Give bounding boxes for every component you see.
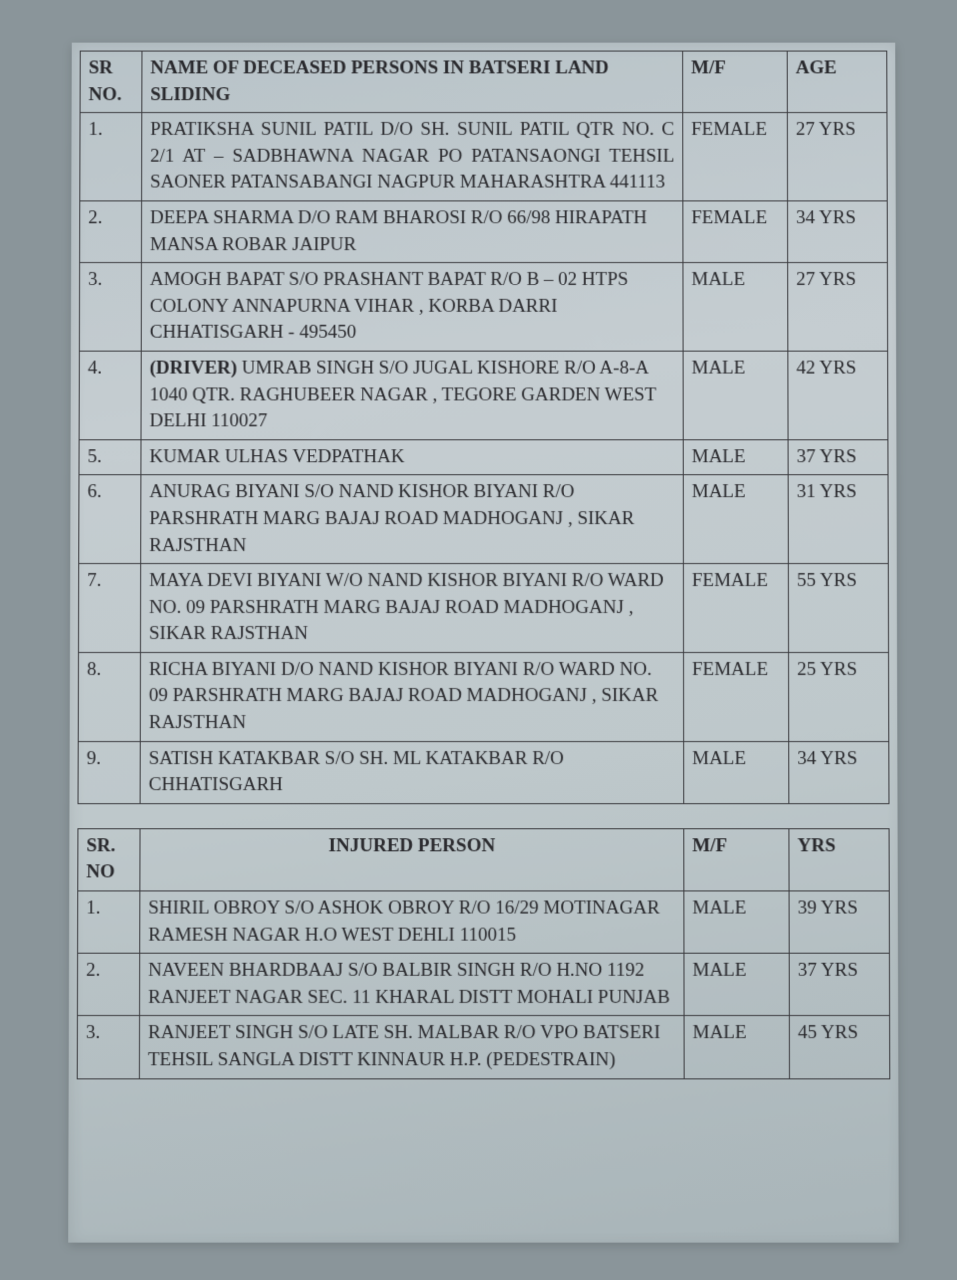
cell-sr: 1. bbox=[80, 113, 142, 201]
cell-sr: 8. bbox=[78, 652, 140, 741]
table-header-row: SR NO. NAME OF DECEASED PERSONS IN BATSE… bbox=[80, 51, 887, 113]
cell-mf: MALE bbox=[684, 1016, 789, 1079]
cell-sr: 7. bbox=[78, 564, 140, 653]
cell-mf: MALE bbox=[683, 440, 788, 475]
table-row: 3. RANJEET SINGH S/O LATE SH. MALBAR R/O… bbox=[77, 1016, 890, 1079]
cell-name: AMOGH BAPAT S/O PRASHANT BAPAT R/O B – 0… bbox=[141, 263, 683, 351]
cell-sr: 3. bbox=[79, 263, 141, 351]
cell-name: SATISH KATAKBAR S/O SH. ML KATAKBAR R/O … bbox=[140, 741, 684, 803]
cell-age: 37 YRS bbox=[789, 953, 889, 1015]
table-row: 1. SHIRIL OBROY S/O ASHOK OBROY R/O 16/2… bbox=[78, 891, 890, 953]
cell-name: PRATIKSHA SUNIL PATIL D/O SH. SUNIL PATI… bbox=[142, 113, 683, 201]
cell-mf: FEMALE bbox=[683, 113, 788, 201]
cell-name: KUMAR ULHAS VEDPATHAK bbox=[141, 440, 683, 475]
header-name: NAME OF DECEASED PERSONS IN BATSERI LAND… bbox=[142, 51, 683, 113]
cell-name: ANURAG BIYANI S/O NAND KISHOR BIYANI R/O… bbox=[141, 475, 684, 564]
header-age: AGE bbox=[787, 51, 887, 113]
header-sr: SR NO. bbox=[80, 51, 142, 113]
cell-name: NAVEEN BHARDBAAJ S/O BALBIR SINGH R/O H.… bbox=[140, 953, 684, 1015]
cell-name: (DRIVER) UMRAB SINGH S/O JUGAL KISHORE R… bbox=[141, 351, 683, 439]
cell-mf: FEMALE bbox=[684, 652, 789, 741]
table-row: 9. SATISH KATAKBAR S/O SH. ML KATAKBAR R… bbox=[78, 741, 889, 803]
header-age: YRS bbox=[789, 829, 889, 891]
cell-age: 34 YRS bbox=[789, 741, 889, 803]
cell-age: 45 YRS bbox=[789, 1016, 889, 1079]
cell-mf: MALE bbox=[683, 475, 788, 564]
cell-mf: MALE bbox=[683, 263, 788, 351]
header-mf: M/F bbox=[683, 51, 788, 113]
cell-age: 55 YRS bbox=[788, 564, 888, 653]
cell-sr: 3. bbox=[77, 1016, 139, 1079]
cell-age: 34 YRS bbox=[788, 201, 888, 263]
cell-name: MAYA DEVI BIYANI W/O NAND KISHOR BIYANI … bbox=[140, 564, 683, 653]
cell-sr: 2. bbox=[77, 953, 139, 1015]
cell-name: DEEPA SHARMA D/O RAM BHAROSI R/O 66/98 H… bbox=[141, 201, 683, 263]
cell-mf: MALE bbox=[684, 741, 789, 803]
cell-sr: 6. bbox=[79, 475, 141, 564]
deceased-table: SR NO. NAME OF DECEASED PERSONS IN BATSE… bbox=[78, 51, 890, 804]
cell-age: 25 YRS bbox=[789, 652, 889, 741]
table-header-row: SR. NO INJURED PERSON M/F YRS bbox=[78, 829, 889, 891]
cell-name: RANJEET SINGH S/O LATE SH. MALBAR R/O VP… bbox=[139, 1016, 684, 1079]
table-row: 2. NAVEEN BHARDBAAJ S/O BALBIR SINGH R/O… bbox=[77, 953, 889, 1015]
driver-label: (DRIVER) bbox=[150, 358, 237, 379]
table-row: 1. PRATIKSHA SUNIL PATIL D/O SH. SUNIL P… bbox=[80, 113, 887, 201]
cell-sr: 5. bbox=[79, 440, 141, 475]
header-name: INJURED PERSON bbox=[140, 829, 684, 891]
cell-name: RICHA BIYANI D/O NAND KISHOR BIYANI R/O … bbox=[140, 652, 683, 741]
cell-name: SHIRIL OBROY S/O ASHOK OBROY R/O 16/29 M… bbox=[140, 891, 684, 953]
cell-mf: MALE bbox=[683, 351, 788, 439]
cell-age: 39 YRS bbox=[789, 891, 889, 953]
cell-age: 27 YRS bbox=[788, 263, 888, 351]
cell-age: 31 YRS bbox=[788, 475, 888, 564]
table-row: 8. RICHA BIYANI D/O NAND KISHOR BIYANI R… bbox=[78, 652, 889, 741]
cell-age: 42 YRS bbox=[788, 351, 888, 439]
table-row: 3. AMOGH BAPAT S/O PRASHANT BAPAT R/O B … bbox=[79, 263, 887, 351]
cell-mf: MALE bbox=[684, 891, 789, 953]
cell-sr: 4. bbox=[79, 351, 141, 439]
table-row: 7. MAYA DEVI BIYANI W/O NAND KISHOR BIYA… bbox=[78, 564, 888, 653]
table-row: 4. (DRIVER) UMRAB SINGH S/O JUGAL KISHOR… bbox=[79, 351, 888, 439]
document-paper: SR NO. NAME OF DECEASED PERSONS IN BATSE… bbox=[68, 43, 899, 1243]
table-row: 6. ANURAG BIYANI S/O NAND KISHOR BIYANI … bbox=[79, 475, 889, 564]
injured-table: SR. NO INJURED PERSON M/F YRS 1. SHIRIL … bbox=[77, 828, 891, 1079]
cell-mf: FEMALE bbox=[683, 564, 788, 653]
table-row: 2. DEEPA SHARMA D/O RAM BHAROSI R/O 66/9… bbox=[80, 201, 888, 263]
cell-mf: FEMALE bbox=[683, 201, 788, 263]
header-mf: M/F bbox=[684, 829, 789, 891]
cell-mf: MALE bbox=[684, 953, 789, 1015]
header-sr: SR. NO bbox=[78, 829, 140, 891]
cell-age: 27 YRS bbox=[787, 113, 887, 201]
cell-sr: 2. bbox=[80, 201, 142, 263]
cell-age: 37 YRS bbox=[788, 440, 888, 475]
cell-sr: 9. bbox=[78, 741, 140, 803]
table-row: 5. KUMAR ULHAS VEDPATHAK MALE 37 YRS bbox=[79, 440, 888, 475]
cell-sr: 1. bbox=[78, 891, 140, 953]
